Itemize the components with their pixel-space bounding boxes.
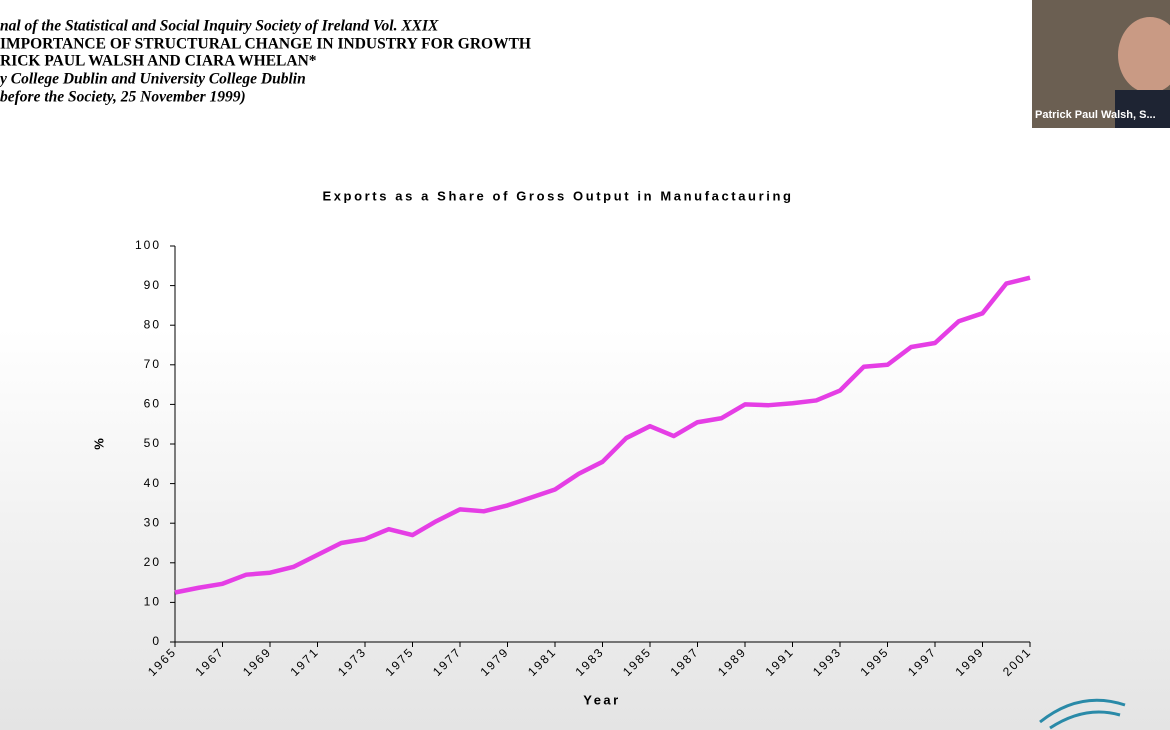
y-tick-label: 40 <box>144 476 161 490</box>
y-tick-label: 60 <box>144 397 161 411</box>
video-person <box>1118 17 1170 93</box>
y-tick-label: 100 <box>135 238 161 252</box>
chart-title: Exports as a Share of Gross Output in Ma… <box>322 188 793 203</box>
y-tick-label: 30 <box>144 515 161 529</box>
data-line <box>174 275 1031 595</box>
video-person-body <box>1115 90 1170 128</box>
header-line: nal of the Statistical and Social Inquir… <box>0 18 439 35</box>
logo <box>1039 698 1126 730</box>
y-tick-label: 0 <box>152 634 161 648</box>
x-axis-title: Year <box>583 692 620 707</box>
header-line: y College Dublin and University College … <box>0 71 306 88</box>
y-tick-label: 10 <box>144 595 161 609</box>
video-tile[interactable]: Patrick Paul Walsh, S... <box>1032 0 1170 128</box>
y-tick-label: 20 <box>144 555 161 569</box>
y-tick-label: 90 <box>144 278 161 292</box>
header-line: RICK PAUL WALSH AND CIARA WHELAN* <box>0 53 317 70</box>
header-line: IMPORTANCE OF STRUCTURAL CHANGE IN INDUS… <box>0 36 531 53</box>
y-tick-label: 80 <box>144 317 161 331</box>
y-axis-title: % <box>91 438 106 450</box>
header-line: before the Society, 25 November 1999) <box>0 89 246 106</box>
participant-name: Patrick Paul Walsh, S... <box>1035 109 1156 121</box>
y-tick-label: 50 <box>144 436 161 450</box>
y-tick-label: 70 <box>144 357 161 371</box>
